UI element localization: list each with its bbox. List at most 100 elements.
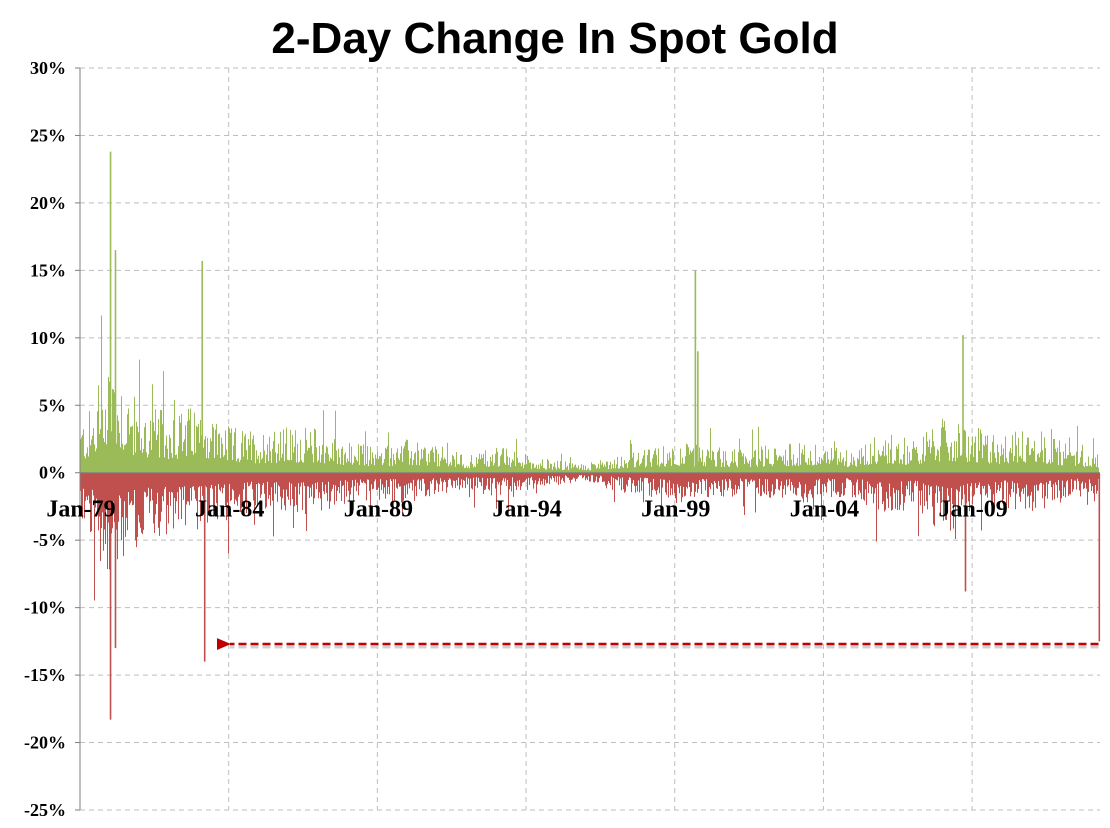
- bar-negative: [753, 472, 754, 481]
- bar-positive: [206, 458, 207, 473]
- bar-negative: [586, 472, 587, 479]
- bar-negative: [865, 472, 866, 490]
- bar-positive: [132, 425, 133, 473]
- bar-positive: [503, 448, 504, 473]
- bar-negative: [610, 472, 611, 486]
- bar-negative: [842, 472, 843, 483]
- bar-negative: [770, 472, 771, 498]
- bar-positive: [246, 449, 247, 473]
- bar-positive: [296, 462, 297, 473]
- bar-negative: [479, 472, 480, 482]
- bar-negative: [491, 472, 492, 496]
- bar-negative: [395, 472, 396, 480]
- bar-positive: [199, 442, 200, 473]
- bar-positive: [780, 456, 781, 473]
- bar-positive: [1040, 452, 1041, 473]
- bar-positive: [872, 456, 873, 473]
- bar-positive: [931, 447, 932, 473]
- bar-negative: [399, 472, 400, 487]
- bar-negative: [389, 472, 390, 495]
- bar-negative: [947, 472, 948, 489]
- bar-negative: [801, 472, 802, 497]
- bar-positive: [918, 460, 919, 473]
- bar-negative: [347, 472, 348, 482]
- bar-negative: [1011, 472, 1012, 489]
- bar-negative: [932, 472, 933, 507]
- bar-negative: [814, 472, 815, 487]
- bar-positive: [511, 462, 512, 473]
- bar-positive: [843, 457, 844, 473]
- bar-negative: [223, 472, 224, 488]
- bar-positive: [507, 456, 508, 473]
- bar-positive: [776, 455, 777, 473]
- bar-negative: [458, 472, 459, 478]
- bar-negative: [734, 472, 735, 495]
- bar-positive: [370, 446, 371, 473]
- bar-positive: [854, 460, 855, 473]
- bar-negative: [224, 472, 225, 485]
- bar-positive: [84, 456, 85, 473]
- bar-positive: [341, 448, 342, 473]
- bar-positive: [909, 452, 910, 473]
- bar-positive: [304, 453, 305, 473]
- bar-positive: [1069, 437, 1070, 473]
- bar-positive: [996, 462, 997, 473]
- bar-positive: [590, 470, 591, 473]
- bar-positive: [897, 448, 898, 473]
- bar-positive: [168, 459, 169, 473]
- bar-negative: [523, 472, 524, 483]
- bar-negative: [550, 472, 551, 478]
- bar-negative: [566, 472, 567, 477]
- bar-positive: [801, 453, 802, 473]
- bar-positive: [617, 456, 618, 473]
- bar-positive: [344, 454, 345, 473]
- bar-positive: [532, 463, 533, 473]
- bar-positive: [686, 443, 687, 473]
- bar-positive: [1041, 431, 1042, 473]
- bar-negative: [839, 472, 840, 498]
- bar-negative: [244, 472, 245, 484]
- bar-positive: [111, 431, 112, 473]
- bar-negative: [1007, 472, 1008, 483]
- bar-negative: [112, 472, 113, 529]
- bar-positive: [436, 449, 437, 473]
- bar-negative: [186, 472, 187, 505]
- bar-negative: [980, 472, 981, 495]
- bar-negative: [348, 472, 349, 491]
- bar-positive: [299, 461, 300, 473]
- bar-positive: [927, 441, 928, 473]
- bar-positive: [363, 444, 364, 473]
- bar-negative: [462, 472, 463, 488]
- bar-negative: [756, 472, 757, 489]
- bar-negative: [225, 472, 226, 506]
- bar-positive: [440, 460, 441, 473]
- bar-positive: [864, 464, 865, 473]
- bar-negative: [823, 472, 824, 493]
- bar-positive: [438, 454, 439, 473]
- bar-negative: [949, 472, 950, 501]
- bar-negative: [285, 472, 286, 511]
- bar-positive: [908, 463, 909, 473]
- bar-positive: [926, 431, 927, 473]
- bar-positive: [547, 458, 548, 473]
- bar-positive: [284, 461, 285, 473]
- bar-positive: [721, 466, 722, 473]
- bar-positive: [81, 437, 82, 473]
- bar-positive: [381, 453, 382, 473]
- bar-positive: [1073, 455, 1074, 473]
- bar-negative: [655, 472, 656, 491]
- bar-positive: [264, 450, 265, 473]
- bar-negative: [262, 472, 263, 486]
- bar-negative: [991, 472, 992, 506]
- bar-positive: [101, 315, 102, 473]
- bar-negative: [977, 472, 978, 488]
- bar-negative: [251, 472, 252, 482]
- bar-positive: [974, 442, 975, 473]
- bar-negative: [324, 472, 325, 495]
- bar-positive: [349, 443, 350, 473]
- bar-positive: [127, 414, 128, 473]
- bar-negative: [175, 472, 176, 514]
- bar-negative: [525, 472, 526, 481]
- bar-positive: [433, 452, 434, 473]
- bar-positive: [891, 434, 892, 473]
